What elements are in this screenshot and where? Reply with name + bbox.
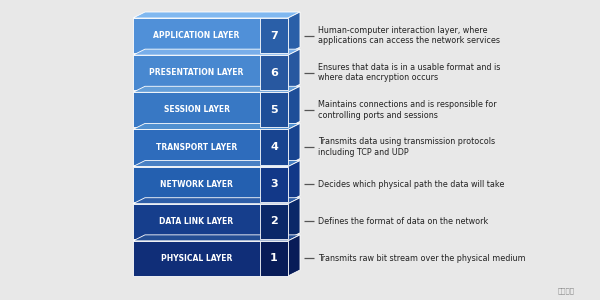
Text: 3: 3 (270, 179, 278, 189)
Polygon shape (260, 241, 288, 276)
Text: NETWORK LAYER: NETWORK LAYER (160, 180, 233, 189)
Polygon shape (288, 12, 300, 53)
Polygon shape (133, 235, 300, 241)
Text: Maintains connections and is responsible for
controlling ports and sessions: Maintains connections and is responsible… (318, 100, 497, 120)
Polygon shape (260, 55, 288, 90)
Text: DATA LINK LAYER: DATA LINK LAYER (160, 217, 233, 226)
Polygon shape (288, 49, 300, 90)
Polygon shape (133, 92, 288, 128)
Text: TRANSPORT LAYER: TRANSPORT LAYER (156, 142, 237, 152)
Text: Ensures that data is in a usable format and is
where data encryption occurs: Ensures that data is in a usable format … (318, 63, 500, 83)
Polygon shape (260, 167, 288, 202)
Text: APPLICATION LAYER: APPLICATION LAYER (154, 31, 239, 40)
Polygon shape (288, 123, 300, 165)
Text: 5: 5 (270, 105, 278, 115)
Polygon shape (133, 18, 288, 53)
Polygon shape (288, 160, 300, 202)
Text: 6: 6 (270, 68, 278, 78)
Polygon shape (133, 167, 288, 202)
Text: Transmits data using transmission protocols
including TCP and UDP: Transmits data using transmission protoc… (318, 137, 495, 157)
Polygon shape (288, 235, 300, 276)
Polygon shape (288, 86, 300, 128)
Text: PRESENTATION LAYER: PRESENTATION LAYER (149, 68, 244, 77)
Polygon shape (133, 49, 300, 55)
Text: Decides which physical path the data will take: Decides which physical path the data wil… (318, 180, 505, 189)
Text: Human-computer interaction layer, where
applications can access the network serv: Human-computer interaction layer, where … (318, 26, 500, 45)
Polygon shape (133, 12, 300, 18)
Polygon shape (260, 129, 288, 165)
Polygon shape (133, 198, 300, 204)
Polygon shape (133, 86, 300, 92)
Text: SESSION LAYER: SESSION LAYER (163, 105, 229, 114)
Polygon shape (133, 55, 288, 90)
Polygon shape (133, 241, 288, 276)
Text: 金色财经: 金色财经 (558, 287, 575, 294)
Text: Defines the format of data on the network: Defines the format of data on the networ… (318, 217, 488, 226)
Text: Transmits raw bit stream over the physical medium: Transmits raw bit stream over the physic… (318, 254, 526, 263)
Polygon shape (288, 198, 300, 239)
Polygon shape (133, 160, 300, 166)
Text: 7: 7 (270, 31, 278, 40)
Polygon shape (133, 129, 288, 165)
Text: 1: 1 (270, 254, 278, 263)
Text: PHYSICAL LAYER: PHYSICAL LAYER (161, 254, 232, 263)
Text: 4: 4 (270, 142, 278, 152)
Text: 2: 2 (270, 216, 278, 226)
Polygon shape (133, 204, 288, 239)
Polygon shape (260, 204, 288, 239)
Polygon shape (133, 123, 300, 129)
Polygon shape (260, 92, 288, 128)
Polygon shape (260, 18, 288, 53)
